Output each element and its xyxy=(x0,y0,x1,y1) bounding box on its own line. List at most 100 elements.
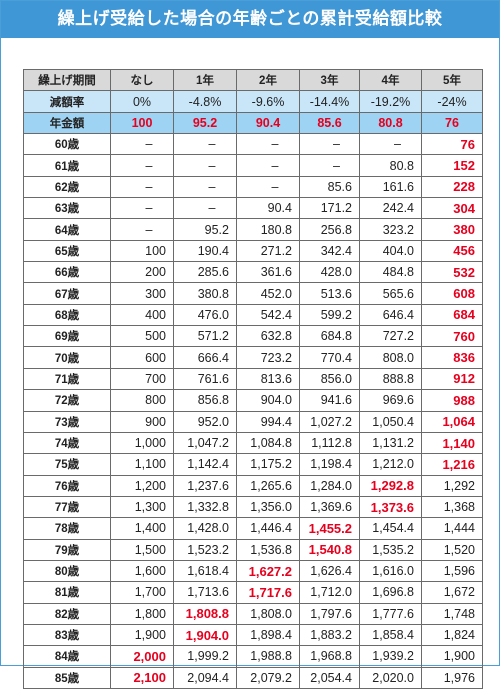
value-cell: 1,368 xyxy=(421,495,483,519)
value-cell: 76 xyxy=(421,133,483,156)
age-cell: 81歳 xyxy=(23,581,111,604)
value-cell: 428.0 xyxy=(299,261,360,284)
rate-cell: -19.2% xyxy=(359,90,422,113)
age-cell: 83歳 xyxy=(23,623,111,647)
amount-cell: 90.4 xyxy=(236,111,300,135)
value-cell: 1,212.0 xyxy=(359,453,422,476)
value-cell: 1,904.0 xyxy=(173,623,237,647)
table-row: 84歳 2,000 1,999.2 1,988.8 1,968.8 1,939.2 1,90… xyxy=(23,645,483,668)
table-row: 80歳 1,600 1,618.4 1,627.2 1,626.4 1,616.0 1,59… xyxy=(23,559,483,583)
value-cell: 666.4 xyxy=(173,346,237,369)
value-cell: 988 xyxy=(421,389,483,412)
value-cell: 1,292.8 xyxy=(359,474,422,497)
value-cell: – xyxy=(110,175,174,199)
column-header: 5年 xyxy=(421,68,483,92)
value-cell: 608 xyxy=(421,282,483,305)
table-row: 77歳 1,300 1,332.8 1,356.0 1,369.6 1,373.6 1,36… xyxy=(23,495,483,519)
value-cell: 256.8 xyxy=(299,218,360,241)
pension-amount-row: 年金額 100 95.2 90.4 85.6 80.8 76 xyxy=(23,111,483,135)
table-row: 66歳 200 285.6 361.6 428.0 484.8 532 xyxy=(23,261,483,284)
value-cell: 684 xyxy=(421,303,483,327)
value-cell: 684.8 xyxy=(299,325,360,348)
value-cell: 1,700 xyxy=(110,581,174,604)
value-cell: 400 xyxy=(110,303,174,327)
table-row: 75歳 1,100 1,142.4 1,175.2 1,198.4 1,212.0 1,21… xyxy=(23,453,483,476)
value-cell: 1,455.2 xyxy=(299,517,360,540)
table-row: 61歳 – – – –80.8 152 xyxy=(23,154,483,177)
table-row: 79歳 1,500 1,523.2 1,536.8 1,540.8 1,535.2 1,52… xyxy=(23,538,483,561)
value-cell: 646.4 xyxy=(359,303,422,327)
value-cell: 1,627.2 xyxy=(236,559,300,583)
table-row: 70歳 600 666.4 723.2 770.4 808.0 836 xyxy=(23,346,483,369)
value-cell: 1,713.6 xyxy=(173,581,237,604)
age-cell: 68歳 xyxy=(23,303,111,327)
value-cell: 1,369.6 xyxy=(299,495,360,519)
table-row: 76歳 1,200 1,237.6 1,265.6 1,284.0 1,292.8 1,29… xyxy=(23,474,483,497)
value-cell: 1,454.4 xyxy=(359,517,422,540)
value-cell: 1,500 xyxy=(110,538,174,561)
rate-cell: 0% xyxy=(110,90,174,113)
value-cell: 1,968.8 xyxy=(299,645,360,668)
value-cell: 100 xyxy=(110,239,174,263)
value-cell: 285.6 xyxy=(173,261,237,284)
age-cell: 72歳 xyxy=(23,389,111,412)
value-cell: 171.2 xyxy=(299,197,360,220)
value-cell: 1,536.8 xyxy=(236,538,300,561)
value-cell: 500 xyxy=(110,325,174,348)
table-row: 74歳 1,000 1,047.2 1,084.8 1,112.8 1,131.2 1,14… xyxy=(23,431,483,455)
value-cell: 2,054.4 xyxy=(299,666,360,689)
age-cell: 66歳 xyxy=(23,261,111,284)
value-cell: 542.4 xyxy=(236,303,300,327)
value-cell: 904.0 xyxy=(236,389,300,412)
value-cell: 1,050.4 xyxy=(359,410,422,433)
column-header: 3年 xyxy=(299,68,360,92)
age-cell: 79歳 xyxy=(23,538,111,561)
value-cell: 1,672 xyxy=(421,581,483,604)
page-title: 繰上げ受給した場合の年齢ごとの累計受給額比較 xyxy=(1,1,499,38)
value-cell: 1,175.2 xyxy=(236,453,300,476)
value-cell: 1,216 xyxy=(421,453,483,476)
value-cell: 1,142.4 xyxy=(173,453,237,476)
value-cell: 271.2 xyxy=(236,239,300,263)
value-cell: 1,300 xyxy=(110,495,174,519)
table-row: 82歳 1,800 1,808.8 1,808.0 1,797.6 1,777.6 1,74… xyxy=(23,602,483,625)
value-cell: 1,332.8 xyxy=(173,495,237,519)
value-cell: – xyxy=(110,154,174,177)
value-cell: 1,797.6 xyxy=(299,602,360,625)
age-cell: 70歳 xyxy=(23,346,111,369)
value-cell: 1,626.4 xyxy=(299,559,360,583)
value-cell: 700 xyxy=(110,367,174,391)
value-cell: 1,808.0 xyxy=(236,602,300,625)
table-row: 65歳 100 190.4 271.2 342.4 404.0 456 xyxy=(23,239,483,263)
amount-cell: 80.8 xyxy=(359,111,422,135)
value-cell: 1,292 xyxy=(421,474,483,497)
value-cell: 952.0 xyxy=(173,410,237,433)
value-cell: 1,712.0 xyxy=(299,581,360,604)
value-cell: – xyxy=(299,154,360,177)
value-cell: 800 xyxy=(110,389,174,412)
value-cell: 342.4 xyxy=(299,239,360,263)
value-cell: 323.2 xyxy=(359,218,422,241)
value-cell: 190.4 xyxy=(173,239,237,263)
value-cell: 1,131.2 xyxy=(359,431,422,455)
value-cell: 161.6 xyxy=(359,175,422,199)
value-cell: 888.8 xyxy=(359,367,422,391)
value-cell: 1,444 xyxy=(421,517,483,540)
value-cell: 1,446.4 xyxy=(236,517,300,540)
value-cell: 404.0 xyxy=(359,239,422,263)
value-cell: 1,748 xyxy=(421,602,483,625)
value-cell: 856.0 xyxy=(299,367,360,391)
value-cell: 600 xyxy=(110,346,174,369)
header-row: 繰上げ期間 なし 1年 2年 3年 4年 5年 xyxy=(23,68,483,92)
value-cell: 808.0 xyxy=(359,346,422,369)
value-cell: 1,356.0 xyxy=(236,495,300,519)
value-cell: 632.8 xyxy=(236,325,300,348)
value-cell: 484.8 xyxy=(359,261,422,284)
value-cell: 761.6 xyxy=(173,367,237,391)
value-cell: 1,198.4 xyxy=(299,453,360,476)
table-row: 63歳 – –90.4 171.2 242.4 304 xyxy=(23,197,483,220)
value-cell: 1,900 xyxy=(110,623,174,647)
value-cell: 532 xyxy=(421,261,483,284)
column-header: なし xyxy=(110,68,174,92)
value-cell: 994.4 xyxy=(236,410,300,433)
